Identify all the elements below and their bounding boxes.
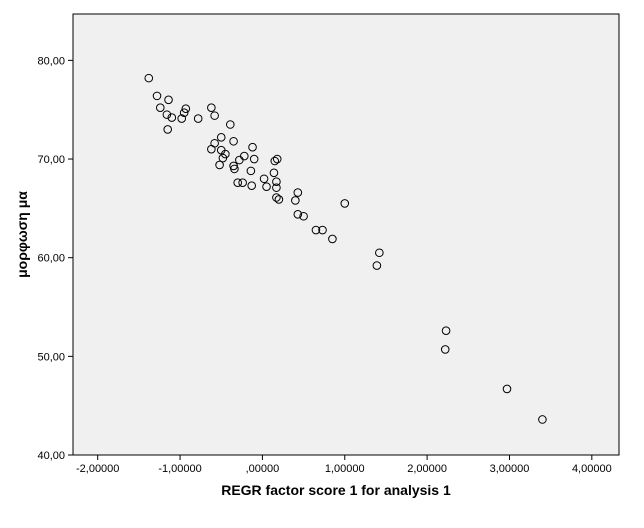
data-point (441, 326, 451, 335)
data-point (299, 211, 308, 221)
data-point (274, 195, 284, 204)
data-point (215, 160, 224, 170)
data-point (233, 178, 243, 188)
x-tick-label: 1,00000 (325, 463, 365, 475)
data-point (272, 177, 281, 187)
axis-ticks: -2,00000 -1,00000 ,00000 1,00000 2,00000 3,00… (37, 55, 611, 475)
x-tick-label: 4,00000 (572, 463, 612, 475)
y-axis-title: μορφωση μα (14, 191, 30, 278)
x-tick-label: -1,00000 (158, 463, 201, 475)
data-point (230, 164, 239, 174)
data-point (167, 113, 177, 122)
data-point (238, 178, 247, 188)
data-point (291, 196, 300, 205)
data-point (225, 120, 235, 129)
data-point (179, 108, 189, 117)
data-point (177, 114, 187, 123)
data-point (311, 225, 321, 235)
data-point (248, 142, 257, 152)
data-point (440, 345, 450, 354)
y-tick-label: 60,00 (37, 253, 65, 265)
data-point (340, 199, 350, 208)
data-point (272, 183, 281, 192)
data-point (207, 144, 216, 154)
data-point (162, 110, 172, 119)
data-point (193, 114, 203, 123)
y-tick-label: 50,00 (37, 351, 65, 363)
data-point (262, 182, 271, 191)
data-point (239, 151, 249, 161)
x-tick-label: -2,00000 (76, 463, 119, 475)
data-point (207, 103, 216, 113)
y-tick-label: 70,00 (37, 154, 65, 166)
data-point (259, 174, 269, 184)
data-point (269, 168, 279, 178)
data-point (375, 248, 384, 258)
data-point (272, 193, 281, 202)
data-point (293, 209, 303, 219)
data-point (538, 415, 547, 424)
data-point (502, 384, 512, 394)
data-point (229, 136, 238, 146)
data-point (218, 153, 228, 163)
plot-area (72, 13, 620, 456)
data-point (216, 133, 226, 142)
data-point (247, 181, 257, 190)
x-tick-label: 2,00000 (407, 463, 447, 475)
x-tick-label: ,00000 (246, 463, 280, 475)
data-point (249, 154, 259, 164)
y-tick-label: 80,00 (37, 55, 65, 67)
data-point (270, 156, 280, 166)
data-point (318, 225, 327, 235)
data-point (372, 261, 382, 270)
data-point (155, 103, 165, 113)
data-points (144, 73, 547, 424)
x-tick-label: 3,00000 (490, 463, 530, 475)
data-point (144, 73, 154, 83)
data-point (164, 95, 173, 105)
data-point (181, 104, 191, 114)
data-point (328, 234, 337, 244)
y-tick-label: 40,00 (37, 450, 65, 462)
data-point (272, 154, 282, 164)
x-axis-title: REGR factor score 1 for analysis 1 (221, 482, 451, 498)
data-point (246, 166, 256, 176)
data-point (163, 125, 173, 134)
data-point (210, 111, 219, 120)
data-point (293, 188, 303, 197)
data-point (152, 91, 162, 101)
